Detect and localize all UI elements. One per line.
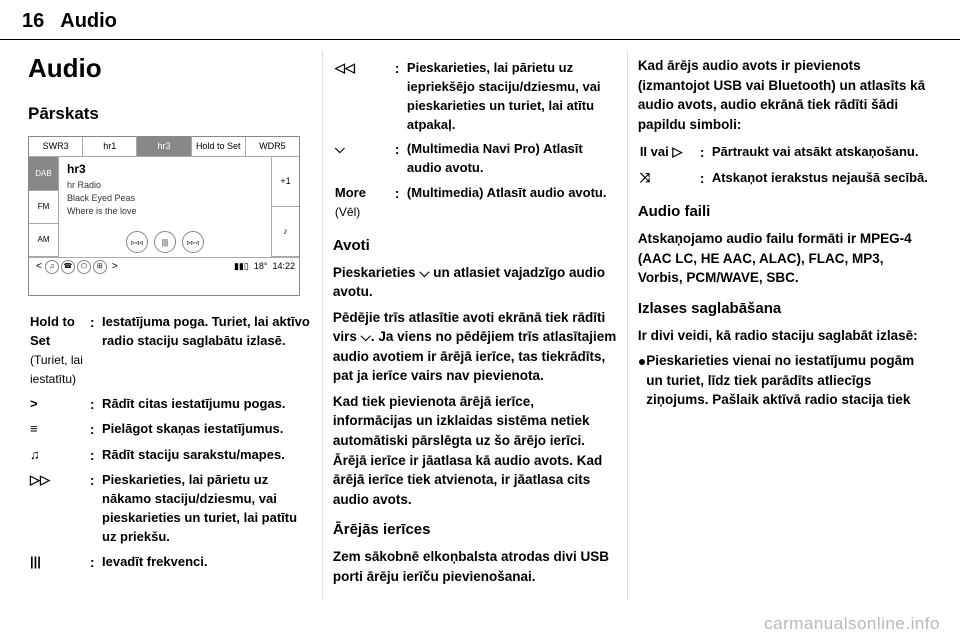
more-label: More (Vēl): [333, 181, 395, 225]
station-sub1: hr Radio: [67, 179, 263, 192]
station-name: hr3: [67, 161, 263, 178]
page-header: 16 Audio: [0, 0, 960, 40]
chevron-icon: >: [28, 392, 90, 418]
preset-1[interactable]: SWR3: [29, 137, 83, 156]
radio-screenshot: SWR3 hr1 hr3 Hold to Set WDR5 DAB FM AM …: [28, 136, 300, 296]
subtitle-parskats: Pārskats: [28, 102, 312, 127]
column-3: Kad ārējs audio avots ir pievienots (izm…: [628, 50, 942, 600]
bottom-icon-2[interactable]: ☎: [61, 260, 75, 274]
tune-bars-icon: |||: [28, 550, 90, 576]
para-col3-1: Kad ārējs audio avots ir pievienots (izm…: [638, 56, 932, 134]
bullet-item: ● Pieskarieties vienai no iestatījumu po…: [638, 351, 932, 410]
para-avoti-1: Pieskarieties ⌵ un atlasiet vajadzīgo au…: [333, 263, 617, 302]
temperature: 18°: [254, 260, 268, 273]
para-izlase: Ir divi veidi, kā radio staciju saglabāt…: [638, 326, 932, 346]
band-am[interactable]: AM: [29, 224, 58, 257]
definitions-col2: ◁◁ : Pieskarieties, lai pārietu uz iepri…: [333, 56, 617, 225]
footer-watermark: carmanualsonline.info: [764, 614, 940, 634]
para-faili: Atskaņojamo audio failu formāti ir MPEG-…: [638, 229, 932, 288]
dropdown-icon: ⌵: [333, 137, 395, 181]
heading-arejas: Ārējās ierīces: [333, 519, 617, 541]
preset-5[interactable]: WDR5: [246, 137, 299, 156]
right-icons: +1 ♪: [271, 157, 299, 257]
columns: Audio Pārskats SWR3 hr1 hr3 Hold to Set …: [0, 40, 960, 600]
station-sub3: Where is the love: [67, 205, 263, 218]
playback-controls: ▹◃◃ ||| ▹▹◃: [126, 231, 204, 253]
para-arejas: Zem sākobnē elkoņbalsta atrodas divi USB…: [333, 547, 617, 586]
rewind-icon: ◁◁: [333, 56, 395, 137]
preset-bar: SWR3 hr1 hr3 Hold to Set WDR5: [29, 137, 299, 157]
right-icon-2[interactable]: ♪: [272, 207, 299, 257]
chevron-left-icon[interactable]: <: [36, 260, 42, 275]
equalizer-icon: ≡: [28, 417, 90, 443]
bottom-icon-3[interactable]: ⬡: [77, 260, 91, 274]
column-2: ◁◁ : Pieskarieties, lai pārietu uz iepri…: [323, 50, 628, 600]
heading-faili: Audio faili: [638, 201, 932, 223]
preset-3[interactable]: hr3: [137, 137, 191, 156]
definitions-col3: II vai ▷ : Pārtraukt vai atsākt atskaņoš…: [638, 140, 932, 191]
bottom-icon-4[interactable]: ⊞: [93, 260, 107, 274]
para-avoti-2: Pēdējie trīs atlasītie avoti ekrānā tiek…: [333, 308, 617, 386]
def-term: Hold to Set (Turiet, lai iestatītu): [28, 310, 90, 391]
prev-icon[interactable]: ▹◃◃: [126, 231, 148, 253]
bullet-icon: ●: [638, 351, 646, 410]
clock: 14:22: [272, 260, 295, 273]
bottom-icon-1[interactable]: ♫: [45, 260, 59, 274]
play-pause-icon: II vai ▷: [638, 140, 700, 166]
bottom-bar: < ♫ ☎ ⬡ ⊞ > ▮▮▯ 18° 14:22: [29, 257, 299, 275]
now-playing: hr3 hr Radio Black Eyed Peas Where is th…: [59, 157, 271, 257]
preset-2[interactable]: hr1: [83, 137, 137, 156]
station-sub2: Black Eyed Peas: [67, 192, 263, 205]
preset-4[interactable]: Hold to Set: [192, 137, 246, 156]
definitions-col1: Hold to Set (Turiet, lai iestatītu) : Ie…: [28, 310, 312, 575]
title: Audio: [28, 50, 312, 88]
forward-icon: ▷▷: [28, 468, 90, 549]
list-icon: ♫: [28, 443, 90, 469]
tune-icon[interactable]: |||: [154, 231, 176, 253]
shuffle-icon: ⤨: [638, 166, 700, 192]
band-fm[interactable]: FM: [29, 191, 58, 224]
column-1: Audio Pārskats SWR3 hr1 hr3 Hold to Set …: [18, 50, 323, 600]
heading-izlase: Izlases saglabāšana: [638, 298, 932, 320]
para-avoti-3: Kad tiek pievienota ārējā ierīce, inform…: [333, 392, 617, 509]
band-dab[interactable]: DAB: [29, 157, 58, 190]
chevron-right-icon[interactable]: >: [112, 260, 118, 275]
page-section: Audio: [60, 10, 117, 33]
heading-avoti: Avoti: [333, 235, 617, 257]
signal-icon: ▮▮▯: [234, 260, 249, 273]
right-icon-1[interactable]: +1: [272, 157, 299, 207]
band-list: DAB FM AM: [29, 157, 59, 257]
next-icon[interactable]: ▹▹◃: [182, 231, 204, 253]
page-number: 16: [22, 10, 44, 33]
bullet-text: Pieskarieties vienai no iestatījumu pogā…: [646, 351, 932, 410]
